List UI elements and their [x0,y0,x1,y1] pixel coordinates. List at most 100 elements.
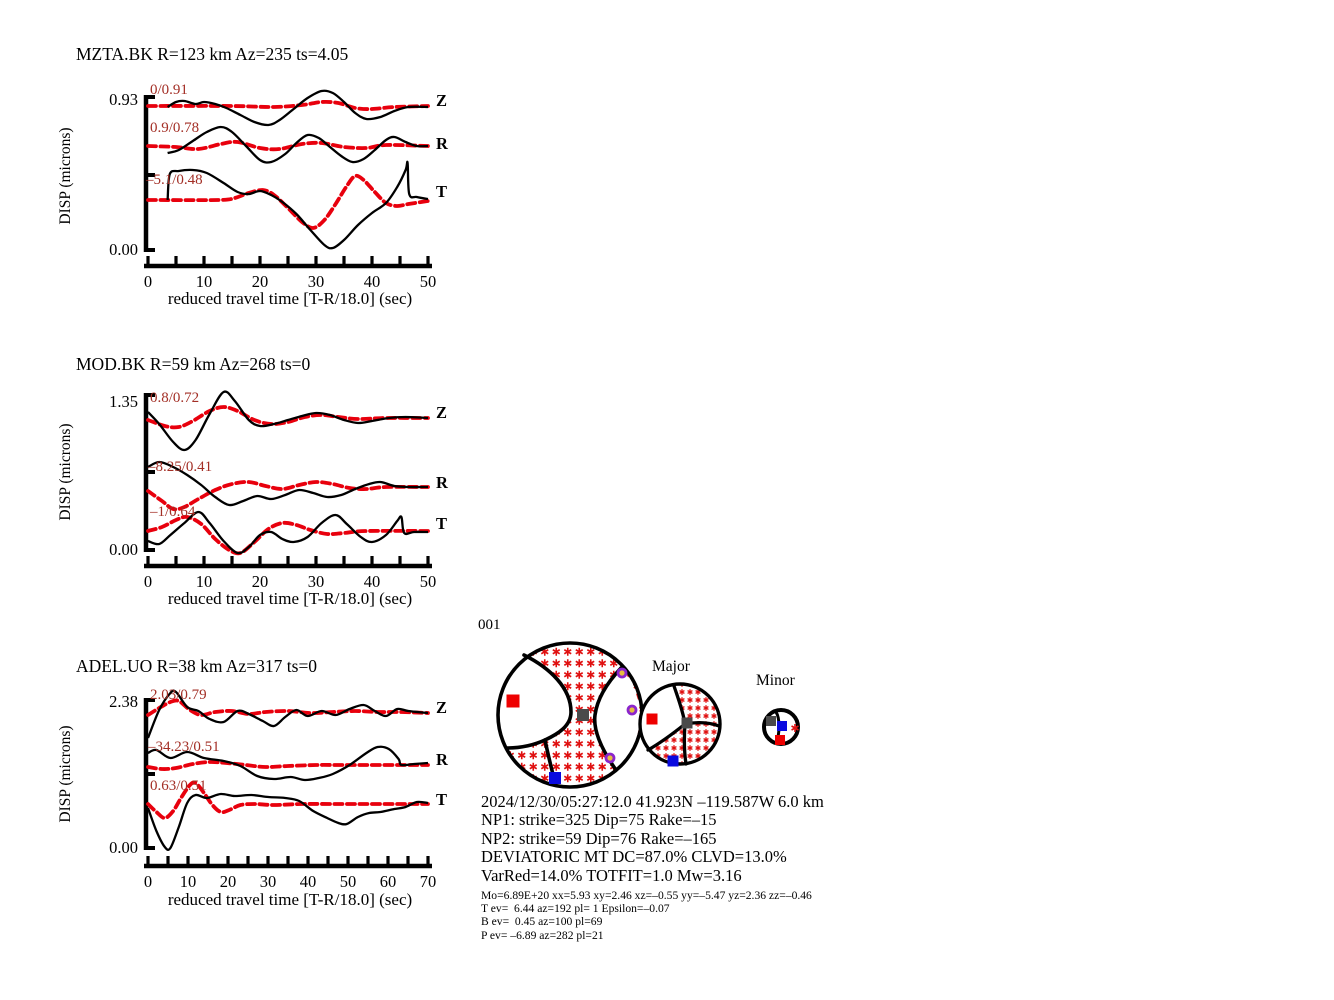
waveform-plot-3 [143,689,432,869]
station-title-2: MOD.BK R=59 km Az=268 ts=0 [76,354,311,374]
station-position-marker-1 [616,667,628,679]
component-label-R: R [436,750,448,769]
x-tick-label: 20 [251,272,269,291]
station-position-marker-3 [604,752,616,764]
x-tick-label: 0 [143,872,153,891]
synthetic-trace-T [146,780,430,820]
beachball-plot [496,641,800,789]
event-info-block: 2024/12/30/05:27:12.0 41.923N –119.587W … [481,792,824,885]
beachball-full-label: 001 [478,617,501,633]
nodal-line [505,738,547,750]
beachball-major-rim [638,682,722,766]
y-axis-label-1: DISP (microns) [57,127,74,225]
nodal-line-major [682,722,688,766]
waveform-plot-2 [143,390,432,569]
observed-trace-T [147,510,429,555]
x-tick-label: 20 [251,572,269,591]
mt-p-axis-line: P ev= –6.89 az=282 pl=21 [481,928,604,942]
x-axis-label-3: reduced travel time [T-R/18.0] (sec) [167,890,413,909]
event-mt-decomp-line: DEVIATORIC MT DC=87.0% CLVD=13.0% [481,847,787,867]
observed-trace-T [166,160,429,250]
synthetic-trace-Z [146,99,430,111]
observed-trace-T [146,792,429,852]
component-label-T: T [436,514,448,533]
component-label-Z: Z [436,91,448,110]
fit-annotation-Z: 0/0.91 [150,82,188,98]
x-tick-label: 40 [363,572,381,591]
dilatational-region-major [639,686,685,750]
observed-trace-Z [166,89,429,127]
p-axis-marker [506,694,520,708]
y-max-label-1: 0.93 [109,90,138,109]
event-fit-line: VarRed=14.0% TOTFIT=1.0 Mw=3.16 [481,865,742,885]
x-tick-label: 10 [195,572,213,591]
x-tick-label: 30 [259,872,277,891]
x-axis-label-2: reduced travel time [T-R/18.0] (sec) [167,589,413,608]
t-axis-marker [549,772,561,784]
component-label-R: R [436,473,448,492]
event-origin-line: 2024/12/30/05:27:12.0 41.923N –119.587W … [481,792,824,811]
x-axis-label-1: reduced travel time [T-R/18.0] (sec) [167,289,413,308]
x-tick-label: 50 [419,572,437,591]
b-axis-marker-minor [766,716,776,726]
x-tick-label: 0 [143,272,153,291]
p-axis-marker-minor [775,735,785,745]
y-axis-label-3: DISP (microns) [57,725,74,823]
y-min-label-1: 0.00 [109,240,138,259]
fit-annotation-T: –1/0.64 [150,504,196,520]
x-tick-label: 50 [419,272,437,291]
dilatational-region-left [496,655,571,748]
t-axis-marker-minor [777,721,787,731]
synthetic-trace-R [146,760,430,771]
y-min-label-3: 0.00 [109,838,138,857]
b-axis-marker-major [681,717,693,729]
x-tick-label: 30 [307,572,325,591]
x-tick-label: 20 [219,872,237,891]
x-tick-label: 30 [307,272,325,291]
event-np2-line: NP2: strike=59 Dip=76 Rake=–165 [481,828,717,848]
observed-trace-R [147,745,429,782]
synthetic-trace-Z [146,405,430,430]
t-axis-marker-major [667,755,679,767]
fit-annotation-R: –8.25/0.41 [148,459,213,475]
dilatational-region-right [594,668,640,770]
p-axis-marker-major [646,713,658,725]
observed-trace-R [167,125,429,164]
moment-tensor-block: Mo=6.89E+20 xx=5.93 xy=2.46 xz=–0.55 yy=… [481,889,812,942]
fit-annotation-T: 0.63/0.51 [150,778,207,794]
x-tick-label: 10 [179,872,197,891]
component-label-Z: Z [436,403,448,422]
compression-asterisk [791,725,799,731]
fit-annotation-R: 0.9/0.78 [150,120,200,136]
nodal-line [522,653,573,742]
mt-b-axis-line: B ev= 0.45 az=100 pl=69 [481,915,603,929]
observed-trace-R [147,460,429,507]
b-axis-marker [577,709,589,721]
beachball-major-label: Major [652,658,690,675]
fit-annotation-R: –34.23/0.51 [148,739,220,755]
station-position-marker-2 [626,704,638,716]
waveform-plot-1 [143,89,432,269]
component-label-T: T [436,790,448,809]
x-tick-label: 40 [363,272,381,291]
station-title-1: MZTA.BK R=123 km Az=235 ts=4.05 [76,44,349,64]
x-tick-label: 60 [379,872,397,891]
station-title-3: ADEL.UO R=38 km Az=317 ts=0 [76,656,318,676]
x-tick-label: 0 [143,572,153,591]
beachball-minor-label: Minor [756,672,795,689]
x-tick-label: 50 [339,872,357,891]
x-tick-label: 70 [419,872,437,891]
fit-annotation-Z: 2.03/0.79 [150,687,207,703]
component-label-R: R [436,134,448,153]
event-np1-line: NP1: strike=325 Dip=75 Rake=–15 [481,810,717,830]
component-label-Z: Z [436,698,448,717]
component-label-T: T [436,182,448,201]
x-tick-label: 10 [195,272,213,291]
y-max-label-3: 2.38 [109,692,138,711]
observed-trace-Z [146,689,429,739]
mt-mo-line: Mo=6.89E+20 xx=5.93 xy=2.46 xz=–0.55 yy=… [481,889,812,902]
y-max-label-2: 1.35 [109,392,138,411]
y-axis-label-2: DISP (microns) [57,423,74,521]
x-tick-label: 40 [299,872,317,891]
